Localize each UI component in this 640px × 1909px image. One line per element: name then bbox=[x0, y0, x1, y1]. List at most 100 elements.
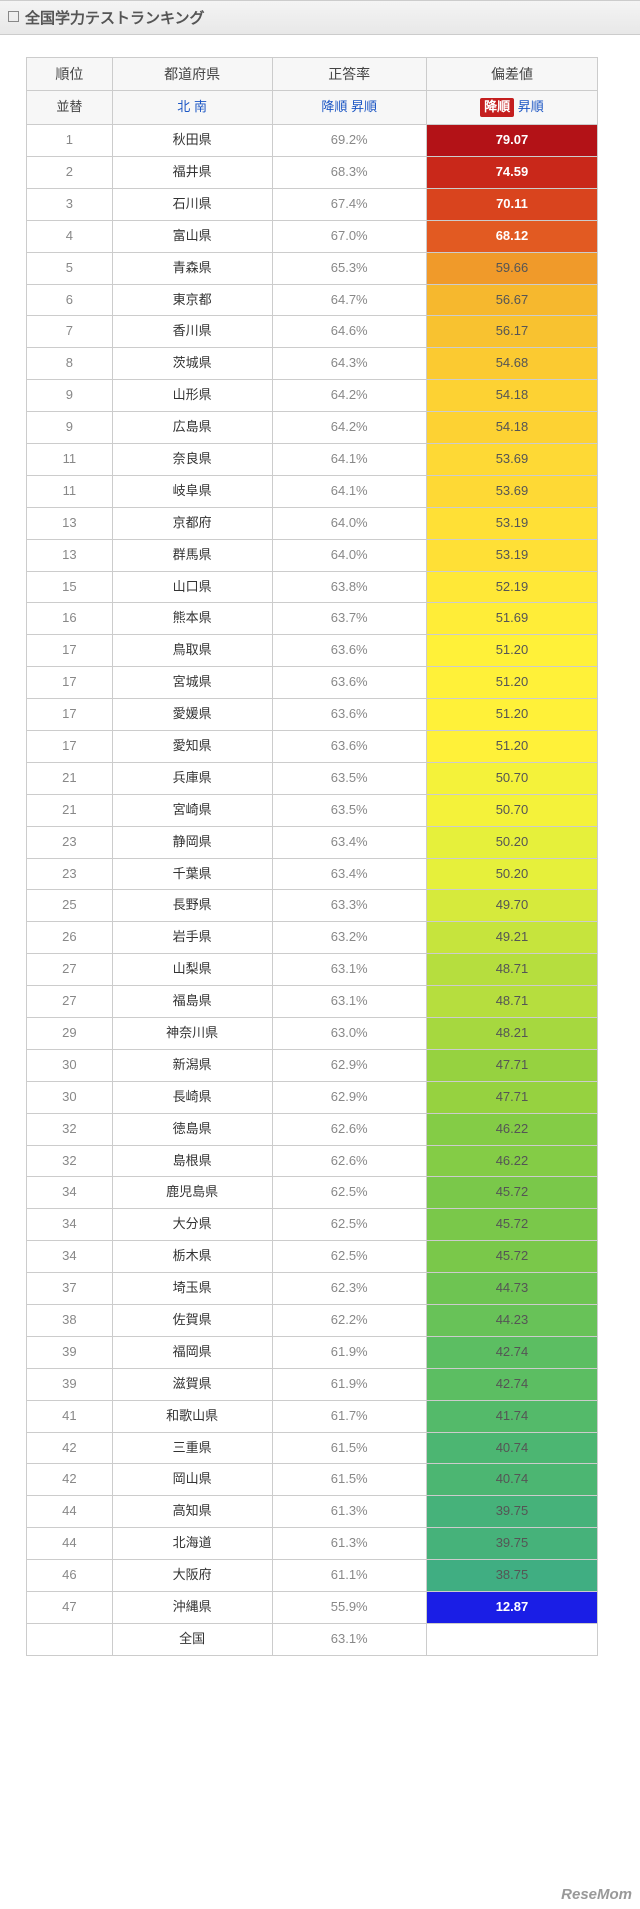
sort-south[interactable]: 南 bbox=[194, 99, 207, 114]
table-subheader-row: 並替 北 南 降順 昇順 降順 昇順 bbox=[27, 91, 598, 125]
pref-cell: 熊本県 bbox=[112, 603, 272, 635]
table-row: 13群馬県64.0%53.19 bbox=[27, 539, 598, 571]
rank-cell: 30 bbox=[27, 1081, 113, 1113]
rank-cell: 3 bbox=[27, 188, 113, 220]
rate-cell: 69.2% bbox=[272, 125, 426, 157]
table-row: 17愛媛県63.6%51.20 bbox=[27, 699, 598, 731]
rate-cell: 55.9% bbox=[272, 1592, 426, 1624]
pref-cell: 兵庫県 bbox=[112, 762, 272, 794]
rate-cell: 62.5% bbox=[272, 1209, 426, 1241]
dev-cell: 41.74 bbox=[426, 1400, 597, 1432]
table-row: 42三重県61.5%40.74 bbox=[27, 1432, 598, 1464]
pref-cell: 北海道 bbox=[112, 1528, 272, 1560]
rate-cell: 64.6% bbox=[272, 316, 426, 348]
sort-dev-asc[interactable]: 昇順 bbox=[518, 99, 544, 114]
rank-cell: 44 bbox=[27, 1496, 113, 1528]
sort-rate-asc[interactable]: 昇順 bbox=[351, 99, 377, 114]
dev-cell: 79.07 bbox=[426, 125, 597, 157]
table-footer-row: 全国63.1% bbox=[27, 1623, 598, 1655]
rank-cell: 38 bbox=[27, 1305, 113, 1337]
dev-cell: 74.59 bbox=[426, 156, 597, 188]
pref-cell: 山口県 bbox=[112, 571, 272, 603]
rate-cell: 63.6% bbox=[272, 667, 426, 699]
rank-cell: 32 bbox=[27, 1113, 113, 1145]
rate-cell: 63.3% bbox=[272, 890, 426, 922]
table-row: 17宮城県63.6%51.20 bbox=[27, 667, 598, 699]
dev-cell: 42.74 bbox=[426, 1336, 597, 1368]
sort-dev-desc[interactable]: 降順 bbox=[480, 98, 514, 117]
pref-cell: 高知県 bbox=[112, 1496, 272, 1528]
table-row: 8茨城県64.3%54.68 bbox=[27, 348, 598, 380]
rank-cell: 42 bbox=[27, 1464, 113, 1496]
pref-cell: 長崎県 bbox=[112, 1081, 272, 1113]
dev-cell: 70.11 bbox=[426, 188, 597, 220]
dev-cell: 38.75 bbox=[426, 1560, 597, 1592]
rank-cell: 17 bbox=[27, 635, 113, 667]
table-row: 9山形県64.2%54.18 bbox=[27, 380, 598, 412]
col-dev-sub: 降順 昇順 bbox=[426, 91, 597, 125]
rate-cell: 64.0% bbox=[272, 539, 426, 571]
pref-cell: 青森県 bbox=[112, 252, 272, 284]
rank-cell: 16 bbox=[27, 603, 113, 635]
table-row: 32島根県62.6%46.22 bbox=[27, 1145, 598, 1177]
rank-cell: 37 bbox=[27, 1273, 113, 1305]
rank-cell: 15 bbox=[27, 571, 113, 603]
square-icon bbox=[8, 11, 19, 22]
dev-cell: 39.75 bbox=[426, 1496, 597, 1528]
rank-cell: 9 bbox=[27, 412, 113, 444]
rank-cell: 13 bbox=[27, 507, 113, 539]
pref-cell: 宮城県 bbox=[112, 667, 272, 699]
rank-cell: 21 bbox=[27, 794, 113, 826]
rate-cell: 63.6% bbox=[272, 731, 426, 763]
dev-cell: 39.75 bbox=[426, 1528, 597, 1560]
rate-cell: 62.5% bbox=[272, 1177, 426, 1209]
dev-cell: 46.22 bbox=[426, 1113, 597, 1145]
dev-cell: 51.20 bbox=[426, 699, 597, 731]
table-header-row: 順位 都道府県 正答率 偏差値 bbox=[27, 58, 598, 91]
pref-cell: 徳島県 bbox=[112, 1113, 272, 1145]
table-row: 17鳥取県63.6%51.20 bbox=[27, 635, 598, 667]
pref-cell: 新潟県 bbox=[112, 1049, 272, 1081]
rate-cell: 64.7% bbox=[272, 284, 426, 316]
rank-cell bbox=[27, 1623, 113, 1655]
pref-cell: 三重県 bbox=[112, 1432, 272, 1464]
dev-cell: 42.74 bbox=[426, 1368, 597, 1400]
rank-cell: 30 bbox=[27, 1049, 113, 1081]
col-rate-header: 正答率 bbox=[272, 58, 426, 91]
rank-cell: 47 bbox=[27, 1592, 113, 1624]
pref-cell: 広島県 bbox=[112, 412, 272, 444]
table-row: 39滋賀県61.9%42.74 bbox=[27, 1368, 598, 1400]
rank-cell: 17 bbox=[27, 699, 113, 731]
rate-cell: 63.2% bbox=[272, 922, 426, 954]
rank-cell: 29 bbox=[27, 1018, 113, 1050]
sort-rate-desc[interactable]: 降順 bbox=[321, 99, 347, 114]
table-row: 4富山県67.0%68.12 bbox=[27, 220, 598, 252]
sort-north[interactable]: 北 bbox=[177, 99, 190, 114]
pref-cell: 福岡県 bbox=[112, 1336, 272, 1368]
pref-cell: 岡山県 bbox=[112, 1464, 272, 1496]
rate-cell: 63.4% bbox=[272, 826, 426, 858]
table-row: 13京都府64.0%53.19 bbox=[27, 507, 598, 539]
rate-cell: 67.4% bbox=[272, 188, 426, 220]
rate-cell: 61.7% bbox=[272, 1400, 426, 1432]
rate-cell: 61.3% bbox=[272, 1496, 426, 1528]
dev-cell: 51.20 bbox=[426, 667, 597, 699]
dev-cell: 51.20 bbox=[426, 731, 597, 763]
table-row: 2福井県68.3%74.59 bbox=[27, 156, 598, 188]
table-row: 11奈良県64.1%53.69 bbox=[27, 443, 598, 475]
table-row: 44北海道61.3%39.75 bbox=[27, 1528, 598, 1560]
dev-cell: 50.20 bbox=[426, 858, 597, 890]
rank-cell: 39 bbox=[27, 1368, 113, 1400]
rate-cell: 63.1% bbox=[272, 1623, 426, 1655]
pref-cell: 奈良県 bbox=[112, 443, 272, 475]
rank-cell: 9 bbox=[27, 380, 113, 412]
dev-cell: 50.20 bbox=[426, 826, 597, 858]
pref-cell: 栃木県 bbox=[112, 1241, 272, 1273]
table-row: 34栃木県62.5%45.72 bbox=[27, 1241, 598, 1273]
pref-cell: 沖縄県 bbox=[112, 1592, 272, 1624]
table-row: 21兵庫県63.5%50.70 bbox=[27, 762, 598, 794]
rank-cell: 4 bbox=[27, 220, 113, 252]
rate-cell: 64.2% bbox=[272, 380, 426, 412]
rate-cell: 63.5% bbox=[272, 762, 426, 794]
rank-cell: 32 bbox=[27, 1145, 113, 1177]
